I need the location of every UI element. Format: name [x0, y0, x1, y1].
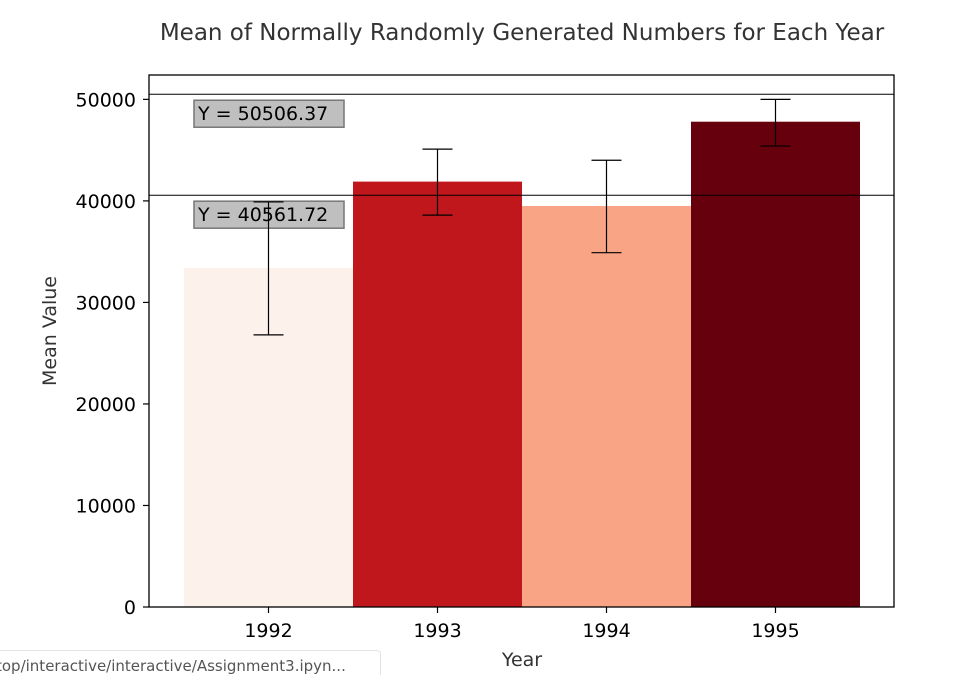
- x-axis-label: Year: [501, 649, 542, 671]
- y-tick-label: 0: [124, 597, 136, 619]
- bar-1993: [353, 181, 522, 607]
- x-tick-label: 1995: [751, 620, 799, 642]
- y-tick-label: 10000: [76, 495, 136, 517]
- y-tick-label: 30000: [76, 292, 136, 314]
- reference-label-box: [193, 99, 345, 128]
- bar-1994: [522, 205, 691, 607]
- x-tick-label: 1993: [413, 620, 461, 642]
- reference-label: Y = 50506.37: [197, 103, 328, 125]
- y-tick-label: 20000: [76, 394, 136, 416]
- x-tick-label: 1992: [244, 620, 292, 642]
- chart-title: Mean of Normally Randomly Generated Numb…: [160, 20, 885, 46]
- bar-1995: [691, 121, 860, 607]
- y-axis-label: Mean Value: [39, 276, 61, 386]
- y-tick-label: 40000: [76, 191, 136, 213]
- y-tick-label: 50000: [76, 89, 136, 111]
- x-tick-label: 1994: [582, 620, 630, 642]
- plot-frame: [148, 74, 895, 608]
- status-bar-text: top/interactive/interactive/Assignment3.…: [0, 657, 346, 675]
- reference-label: Y = 40561.72: [197, 204, 328, 226]
- status-bar-url: top/interactive/interactive/Assignment3.…: [0, 650, 381, 675]
